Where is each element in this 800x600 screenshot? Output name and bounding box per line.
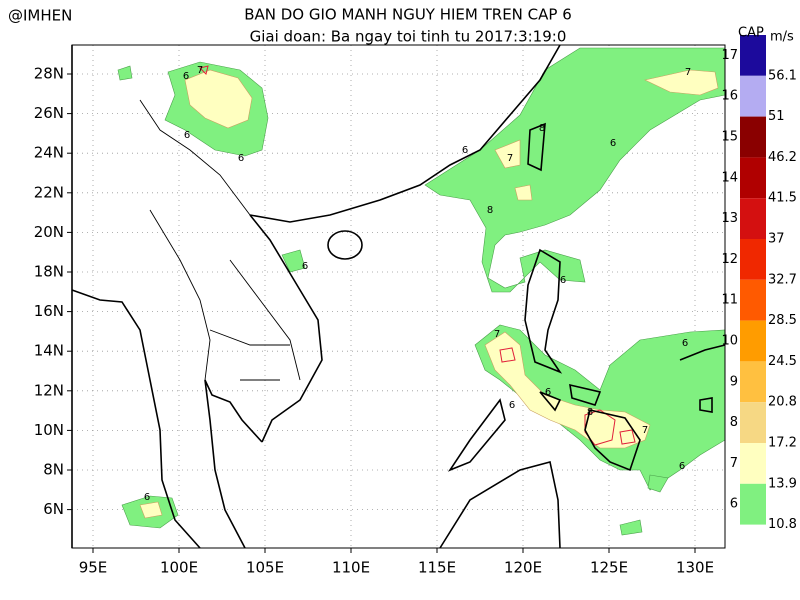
contour-label: 6: [682, 338, 688, 349]
colorbar-segment: [740, 198, 766, 239]
cap-label: 8: [730, 415, 738, 430]
cap-label: 17: [721, 48, 738, 63]
speed-label: 46.2: [768, 150, 797, 165]
lat-label: 14N: [34, 342, 64, 360]
speed-label: 13.9: [768, 476, 797, 491]
speed-label: 51: [768, 109, 785, 124]
contour-label: 6: [462, 145, 468, 156]
contour-label: 8: [587, 407, 593, 418]
lon-label: 125E: [590, 559, 628, 577]
cap-label: 7: [730, 456, 738, 471]
cap-label: 12: [721, 252, 738, 267]
lon-label: 105E: [246, 559, 284, 577]
contour-label: 6: [509, 400, 515, 411]
speed-label: 10.8: [768, 517, 797, 532]
lat-label: 28N: [34, 65, 64, 83]
speed-label: 41.5: [768, 191, 797, 206]
lat-label: 26N: [34, 104, 64, 122]
speed-label: 24.5: [768, 354, 797, 369]
contour-label: 8: [539, 123, 545, 134]
colorbar-cap-title: CAP: [738, 26, 764, 41]
colorbar-segment: [740, 116, 766, 158]
map-area: [71, 44, 726, 549]
lat-label: 18N: [34, 263, 64, 281]
contour-label: 6: [679, 461, 685, 472]
contour-label: 7: [494, 329, 500, 340]
speed-label: 56.1: [768, 68, 797, 83]
contour-label: 6: [560, 275, 566, 286]
lon-label: 120E: [504, 559, 542, 577]
contour-label: 6: [610, 138, 616, 149]
colorbar-segment: [740, 279, 766, 321]
lat-label: 6N: [43, 500, 64, 518]
cap-label: 9: [730, 374, 738, 389]
contour-label: 6: [183, 71, 189, 82]
contour-label: 8: [487, 205, 493, 216]
speed-label: 32.7: [768, 272, 797, 287]
source-label: @IMHEN: [8, 7, 72, 25]
colorbar-segment: [740, 239, 766, 280]
map-frame: [71, 44, 726, 549]
map-subtitle: Giai doan: Ba ngay toi tinh tu 2017:3:19…: [250, 28, 567, 46]
colorbar-segment: [740, 483, 766, 525]
contour-label: 7: [685, 67, 691, 78]
colorbar-segment: [740, 361, 766, 403]
colorbar-segment: [740, 75, 766, 117]
map-title: BAN DO GIO MANH NGUY HIEM TREN CAP 6: [244, 6, 572, 24]
colorbar-segment: [740, 443, 766, 484]
contour-label: 6: [302, 261, 308, 272]
contour-label: 7: [642, 425, 648, 436]
cap-label: 10: [721, 334, 738, 349]
contour-label: 6: [144, 492, 150, 503]
cap-label: 13: [721, 211, 738, 226]
speed-label: 37: [768, 232, 785, 247]
cap-label: 11: [721, 293, 738, 308]
colorbar-segment: [740, 320, 766, 362]
lon-label: 100E: [160, 559, 198, 577]
lat-label: 24N: [34, 144, 64, 162]
colorbar-segment: [740, 157, 766, 199]
lat-label: 10N: [34, 421, 64, 439]
lat-label: 22N: [34, 183, 64, 201]
lon-label: 115E: [418, 559, 456, 577]
speed-label: 17.2: [768, 436, 797, 451]
lat-label: 16N: [34, 302, 64, 320]
lat-label: 12N: [34, 381, 64, 399]
contour-label: 7: [507, 153, 513, 164]
speed-label: 28.5: [768, 313, 797, 328]
colorbar-segment: [740, 35, 766, 76]
colorbar-segment: [740, 402, 766, 443]
lat-label: 20N: [34, 223, 64, 241]
cap-label: 16: [721, 89, 738, 104]
cap-label: 15: [721, 130, 738, 145]
contour-label: 7: [197, 65, 203, 76]
contour-label: 6: [238, 153, 244, 164]
contour-label: 6: [184, 130, 190, 141]
cap-label: 6: [730, 497, 738, 512]
lon-label: 130E: [676, 559, 714, 577]
cap-label: 14: [721, 170, 738, 185]
contour-label: 6: [545, 387, 551, 398]
lon-label: 110E: [332, 559, 370, 577]
colorbar-unit-title: m/s: [770, 30, 794, 45]
speed-label: 20.8: [768, 395, 797, 410]
lon-label: 95E: [79, 559, 108, 577]
lat-label: 8N: [43, 461, 64, 479]
